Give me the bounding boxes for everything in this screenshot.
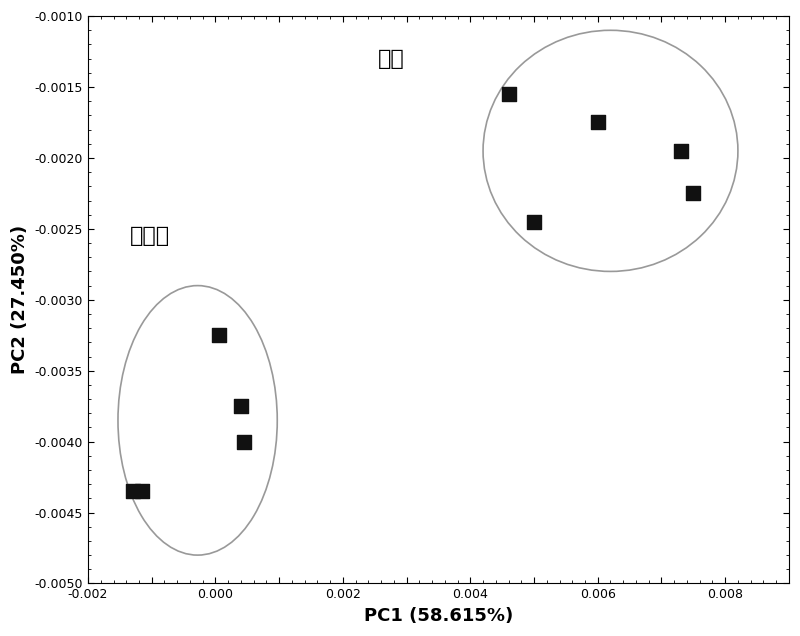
Point <box>591 118 604 128</box>
Point <box>238 436 250 446</box>
Point <box>126 486 139 496</box>
Point <box>234 401 247 411</box>
Y-axis label: PC2 (27.450%): PC2 (27.450%) <box>11 225 29 375</box>
Point <box>136 486 149 496</box>
Point <box>502 89 515 99</box>
Point <box>528 217 541 227</box>
Text: 烟煎: 烟煎 <box>378 49 405 69</box>
Point <box>674 146 687 156</box>
Text: 无烟煎: 无烟煎 <box>130 226 170 246</box>
Point <box>687 188 700 198</box>
Point <box>212 330 225 340</box>
X-axis label: PC1 (58.615%): PC1 (58.615%) <box>364 607 513 625</box>
